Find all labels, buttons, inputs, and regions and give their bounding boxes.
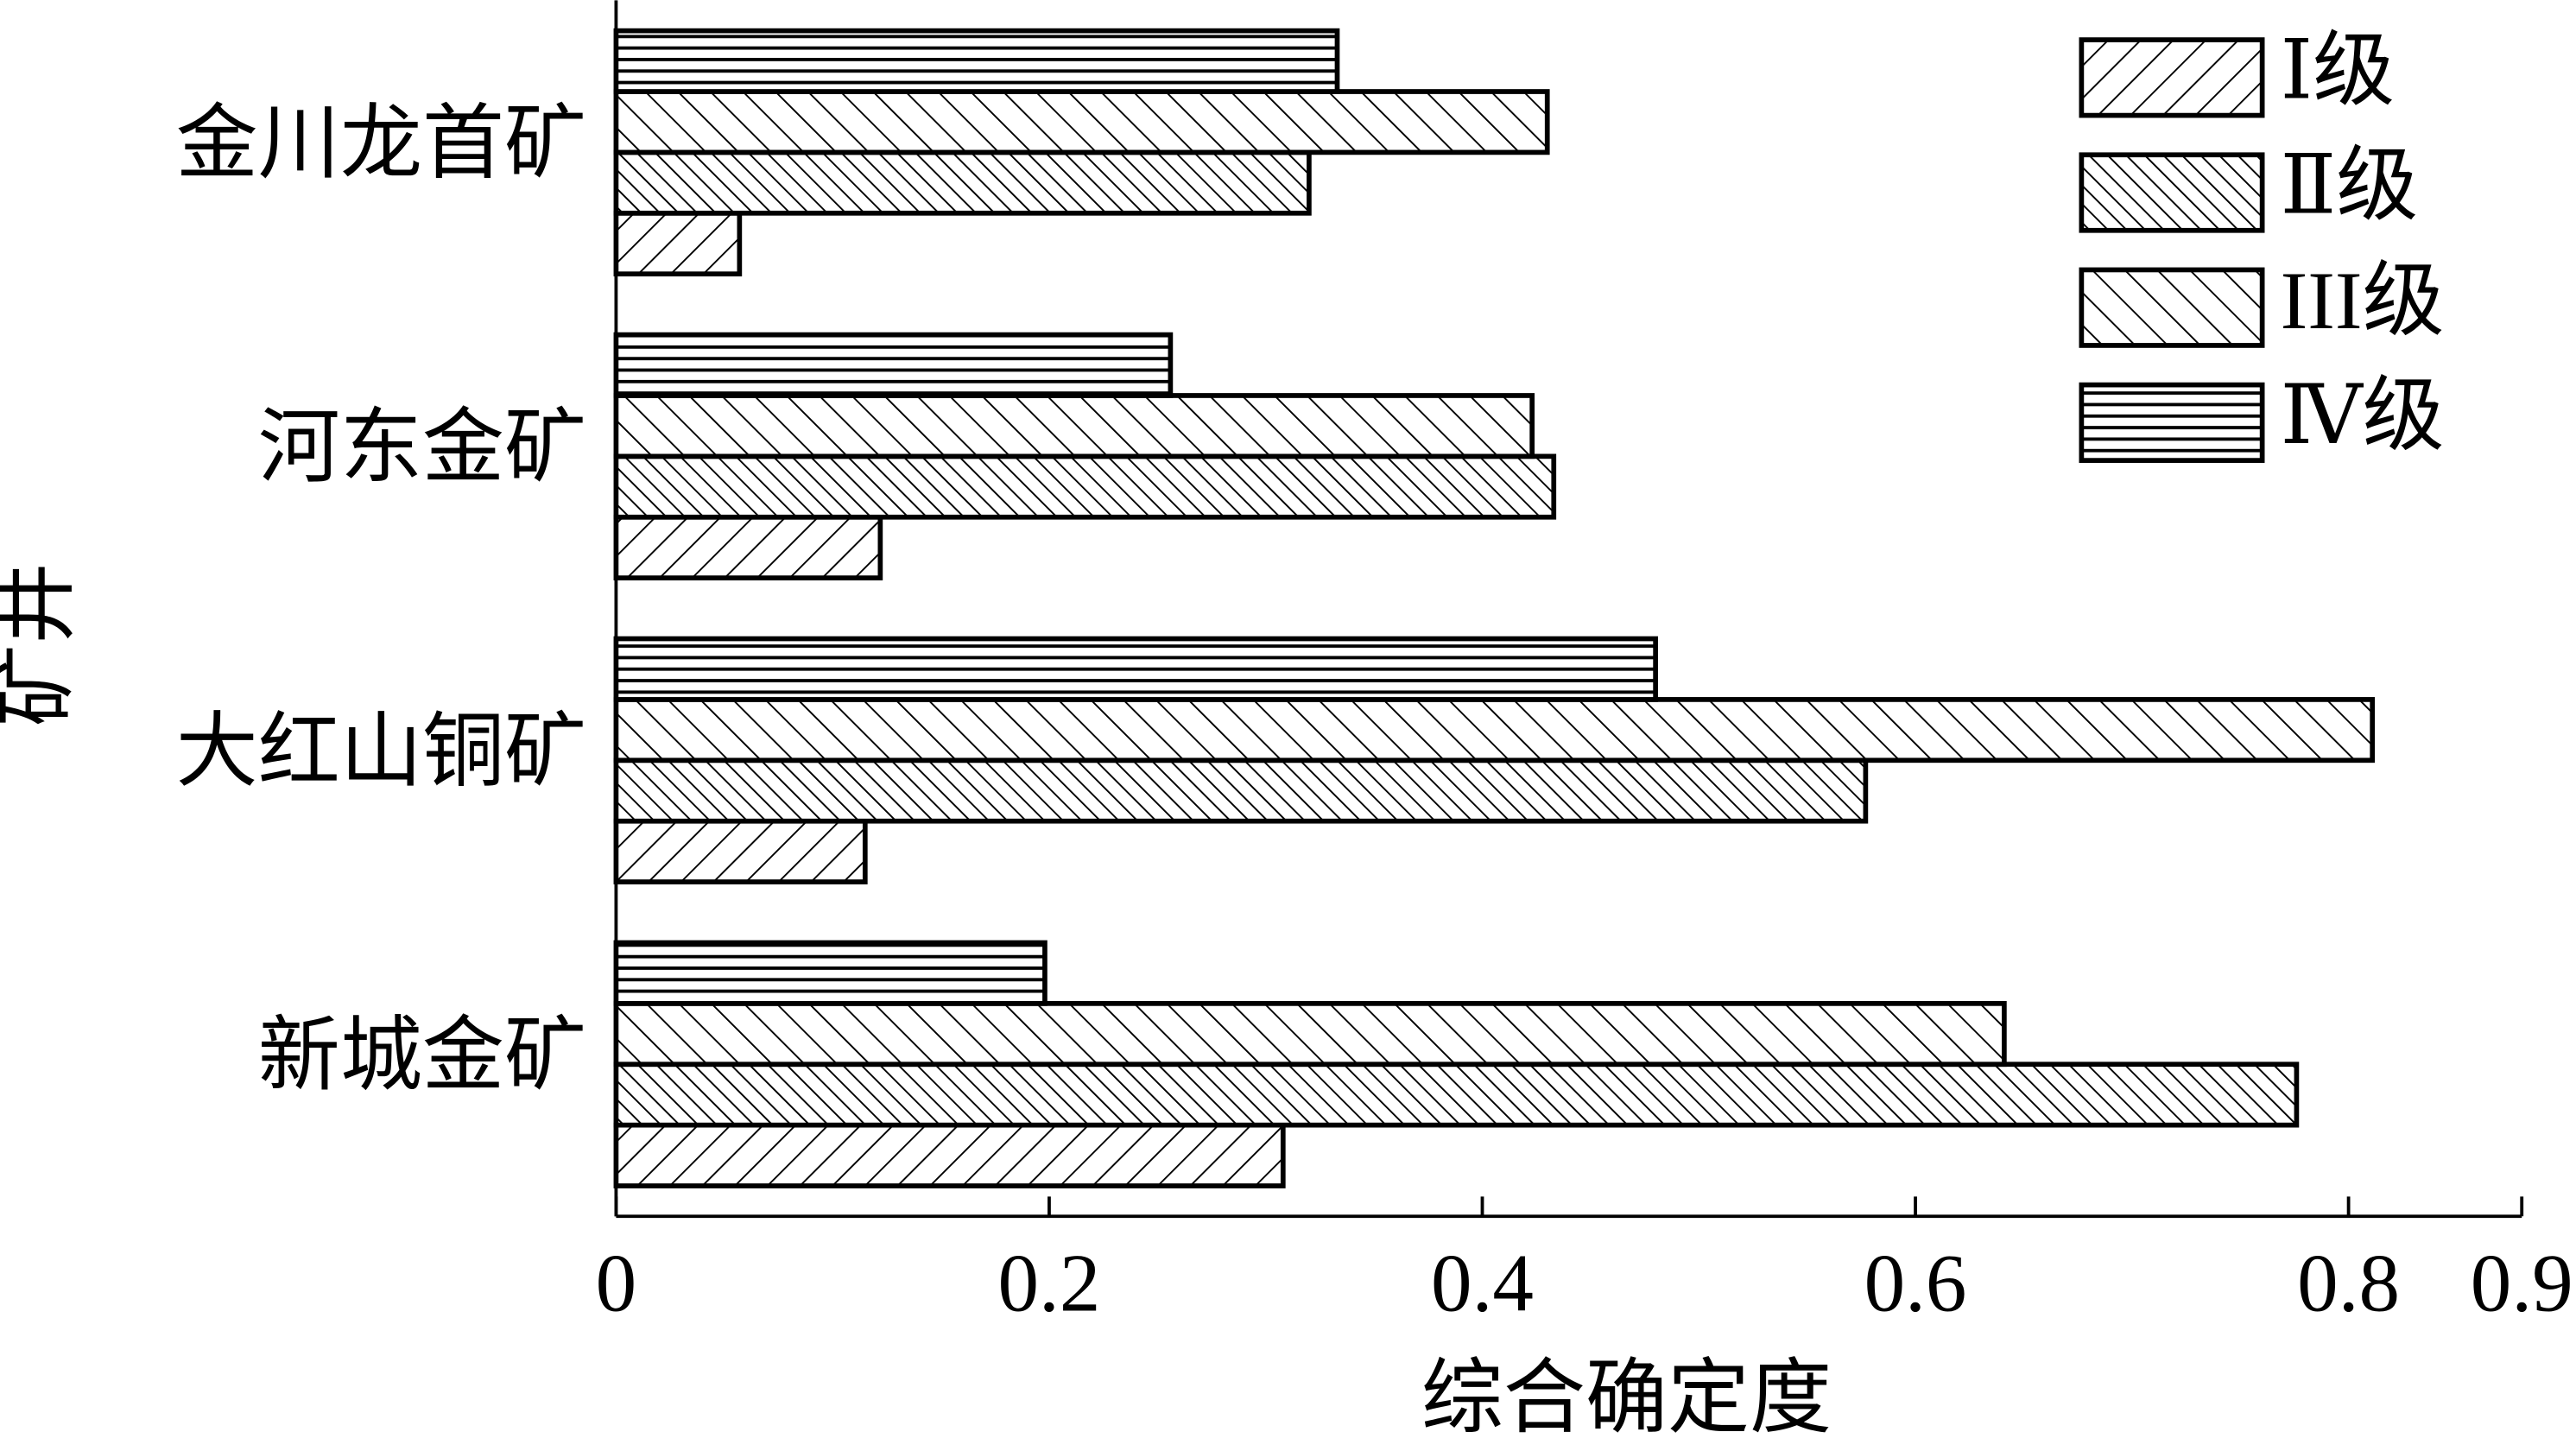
x-tick-label: 0 <box>596 1238 637 1329</box>
x-tick-label: 0.8 <box>2297 1238 2400 1329</box>
bar <box>613 757 1869 824</box>
legend-swatch <box>2079 382 2265 463</box>
bar <box>613 89 1550 155</box>
y-axis-label: 矿井 <box>0 562 83 726</box>
legend-label: III级 <box>2281 255 2445 346</box>
legend-label: Ⅳ级 <box>2281 370 2445 461</box>
bar <box>613 1122 1286 1188</box>
bar <box>613 697 2376 764</box>
x-tick-label: 0.2 <box>998 1238 1101 1329</box>
bar <box>613 940 1047 1006</box>
bar <box>613 514 883 580</box>
bar <box>613 28 1340 94</box>
x-axis-label: 综合确定度 <box>1421 1353 1832 1444</box>
y-tick-label: 大红山铜矿 <box>176 706 587 797</box>
bar <box>613 636 1658 702</box>
bar <box>613 210 743 277</box>
x-tick-label: 0.9 <box>2471 1238 2573 1329</box>
x-tick-label: 0.4 <box>1431 1238 1534 1329</box>
bar <box>613 1001 2007 1068</box>
legend-label: Ⅰ级 <box>2281 25 2396 117</box>
y-tick-label: 新城金矿 <box>258 1010 586 1101</box>
bar <box>613 1061 2300 1128</box>
legend-swatch <box>2079 152 2265 233</box>
legend-swatch <box>2079 267 2265 348</box>
x-tick-label: 0.6 <box>1864 1238 1967 1329</box>
bar <box>613 818 868 884</box>
bar <box>613 332 1174 398</box>
y-tick-label: 金川龙首矿 <box>176 98 587 189</box>
y-tick-label: 河东金矿 <box>258 402 586 493</box>
bar <box>613 393 1535 459</box>
bar <box>613 149 1312 216</box>
bar <box>613 453 1557 520</box>
legend-swatch <box>2079 37 2265 118</box>
legend-label: Ⅱ级 <box>2281 140 2419 231</box>
